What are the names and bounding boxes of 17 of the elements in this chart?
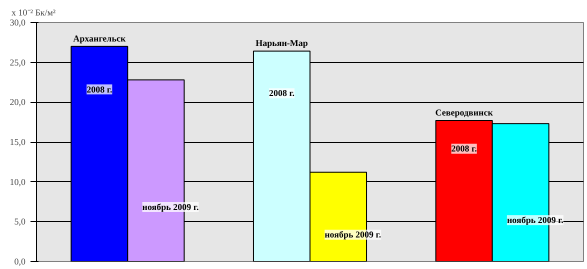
series-label: ноябрь 2009 г.	[324, 230, 382, 240]
text: 2008 г.	[86, 84, 112, 94]
y-tick-label: 0,0	[14, 256, 26, 266]
y-tick-label: 5,0	[14, 216, 26, 227]
y-tick-label: 10,0	[10, 176, 26, 187]
y-tick-label: 30,0	[10, 18, 26, 28]
y-tick-label: 15,0	[10, 137, 26, 147]
x-tick-label: Архангельск	[73, 33, 126, 44]
y-tick-label: 25,0	[10, 57, 26, 68]
series-label: 2008 г.	[451, 144, 477, 154]
text: ноябрь 2009 г.	[142, 202, 199, 212]
text: ноябрь 2009 г.	[506, 215, 564, 226]
y-tick-label: 20,0	[10, 97, 26, 108]
x-tick-label: Северодвинск	[435, 107, 494, 118]
x-tick-label: Нарьян-Мар	[256, 38, 308, 48]
text: 2008 г.	[268, 88, 295, 98]
y-axis-title: х 10⁻² Бк/м²	[12, 8, 56, 18]
